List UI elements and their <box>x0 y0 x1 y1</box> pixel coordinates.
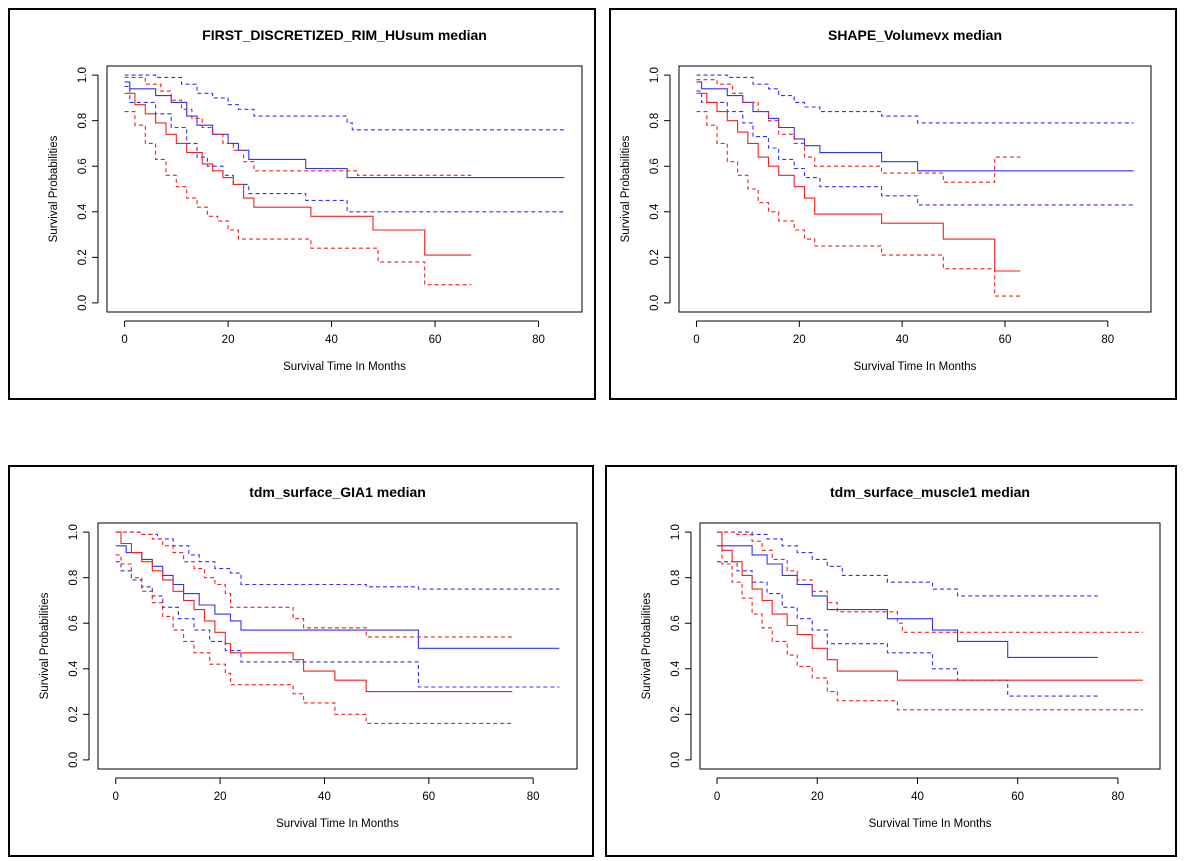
x-axis-label: Survival Time In Months <box>854 361 977 373</box>
y-tick-label: 0.4 <box>670 660 682 677</box>
plot-frame <box>699 522 1161 770</box>
y-tick-label: 0.6 <box>649 158 661 174</box>
x-tick-label: 80 <box>527 791 540 803</box>
x-tick-label: 60 <box>999 334 1012 346</box>
x-axis-label: Survival Time In Months <box>869 818 992 830</box>
y-tick-label: 0.4 <box>77 203 89 220</box>
y-tick-label: 0.0 <box>77 295 89 311</box>
ci-curve-blue <box>115 531 560 590</box>
ci-curve-blue <box>124 74 565 131</box>
survival-curve-blue <box>717 545 1098 658</box>
x-tick-label: 20 <box>214 791 227 803</box>
y-tick-label: 0.0 <box>649 295 661 311</box>
plot-frame <box>678 65 1152 313</box>
x-tick-label: 80 <box>532 334 545 346</box>
chart-panel-shape-volume: SHAPE_Volumevx median 0 20 40 60 80 0.0 0.2 0.4 0… <box>609 8 1177 400</box>
y-tick-label: 0.4 <box>649 203 661 220</box>
y-tick-label: 0.0 <box>670 752 682 768</box>
ci-curve-blue <box>696 90 1134 206</box>
chart-svg: tdm_surface_muscle1 median 0 20 40 60 80 0.0 0.… <box>641 484 1161 830</box>
ci-curve-red <box>115 531 513 638</box>
chart-title: tdm_surface_GIA1 median <box>249 484 426 500</box>
y-tick-label: 0.4 <box>68 660 80 677</box>
x-tick-label: 20 <box>811 791 824 803</box>
x-tick-label: 60 <box>422 791 435 803</box>
y-tick-label: 1.0 <box>77 67 89 83</box>
y-tick-label: 0.8 <box>649 113 661 129</box>
x-tick-label: 0 <box>693 334 699 346</box>
y-axis-label: Survival Probabilities <box>620 135 632 242</box>
ci-curve-blue <box>115 561 560 688</box>
ci-curve-red <box>696 111 1021 297</box>
y-tick-label: 0.2 <box>68 706 80 722</box>
ci-curve-red <box>717 545 1143 711</box>
y-tick-label: 0.6 <box>670 615 682 631</box>
survival-curve-blue <box>115 545 560 649</box>
chart-title: FIRST_DISCRETIZED_RIM_HUsum median <box>202 27 487 43</box>
ci-curve-blue <box>717 531 1098 597</box>
y-tick-label: 1.0 <box>649 67 661 83</box>
x-tick-label: 0 <box>113 791 119 803</box>
x-tick-label: 80 <box>1112 791 1125 803</box>
x-tick-label: 20 <box>222 334 235 346</box>
y-tick-label: 0.6 <box>77 158 89 174</box>
x-tick-label: 40 <box>911 791 924 803</box>
y-tick-label: 0.2 <box>670 706 682 722</box>
chart-panel-rim-husum: FIRST_DISCRETIZED_RIM_HUsum median 0 20 40 6… <box>8 8 596 400</box>
survival-curve-red <box>696 92 1021 272</box>
survival-curve-red <box>717 531 1143 681</box>
chart-svg: SHAPE_Volumevx median 0 20 40 60 80 0.0 0.2 0.4 0… <box>620 27 1152 373</box>
y-axis-label: Survival Probabilities <box>48 135 60 242</box>
survival-curve-red <box>115 531 513 693</box>
ci-curve-red <box>696 79 1021 183</box>
y-tick-label: 1.0 <box>670 524 682 540</box>
ci-curve-red <box>124 76 472 176</box>
x-axis-label: Survival Time In Months <box>283 361 406 373</box>
chart-panel-surface-muscle1: tdm_surface_muscle1 median 0 20 40 60 80 0.0 0.… <box>605 465 1177 857</box>
chart-panel-surface-gia1: tdm_surface_GIA1 median 0 20 40 60 80 0.0 0.2 0.… <box>8 465 594 857</box>
chart-svg: FIRST_DISCRETIZED_RIM_HUsum median 0 20 40 6… <box>48 27 583 373</box>
plot-frame <box>106 65 583 313</box>
survival-curve-blue <box>696 81 1134 172</box>
x-tick-label: 60 <box>1011 791 1024 803</box>
x-axis-label: Survival Time In Months <box>276 818 399 830</box>
x-tick-label: 20 <box>793 334 806 346</box>
x-tick-label: 0 <box>121 334 127 346</box>
ci-curve-red <box>115 554 513 724</box>
x-tick-label: 0 <box>714 791 720 803</box>
y-tick-label: 0.6 <box>68 615 80 631</box>
ci-curve-blue <box>696 74 1134 124</box>
chart-title: SHAPE_Volumevx median <box>828 27 1002 43</box>
y-axis-label: Survival Probabilities <box>39 592 51 699</box>
x-tick-label: 40 <box>325 334 338 346</box>
y-axis-label: Survival Probabilities <box>641 592 653 699</box>
y-tick-label: 0.2 <box>77 249 89 265</box>
ci-curve-blue <box>124 85 565 213</box>
y-tick-label: 0.0 <box>68 752 80 768</box>
chart-svg: tdm_surface_GIA1 median 0 20 40 60 80 0.0 0.2 0.… <box>39 484 578 830</box>
x-tick-label: 40 <box>318 791 331 803</box>
y-tick-label: 0.8 <box>77 113 89 129</box>
x-tick-label: 40 <box>896 334 909 346</box>
x-tick-label: 60 <box>429 334 442 346</box>
y-tick-label: 1.0 <box>68 524 80 540</box>
plot-frame <box>97 522 578 770</box>
x-tick-label: 80 <box>1101 334 1114 346</box>
chart-title: tdm_surface_muscle1 median <box>830 484 1030 500</box>
ci-curve-blue <box>717 561 1098 697</box>
y-tick-label: 0.2 <box>649 249 661 265</box>
survival-curve-red <box>124 92 472 256</box>
y-tick-label: 0.8 <box>670 570 682 586</box>
y-tick-label: 0.8 <box>68 570 80 586</box>
ci-curve-red <box>717 531 1143 633</box>
